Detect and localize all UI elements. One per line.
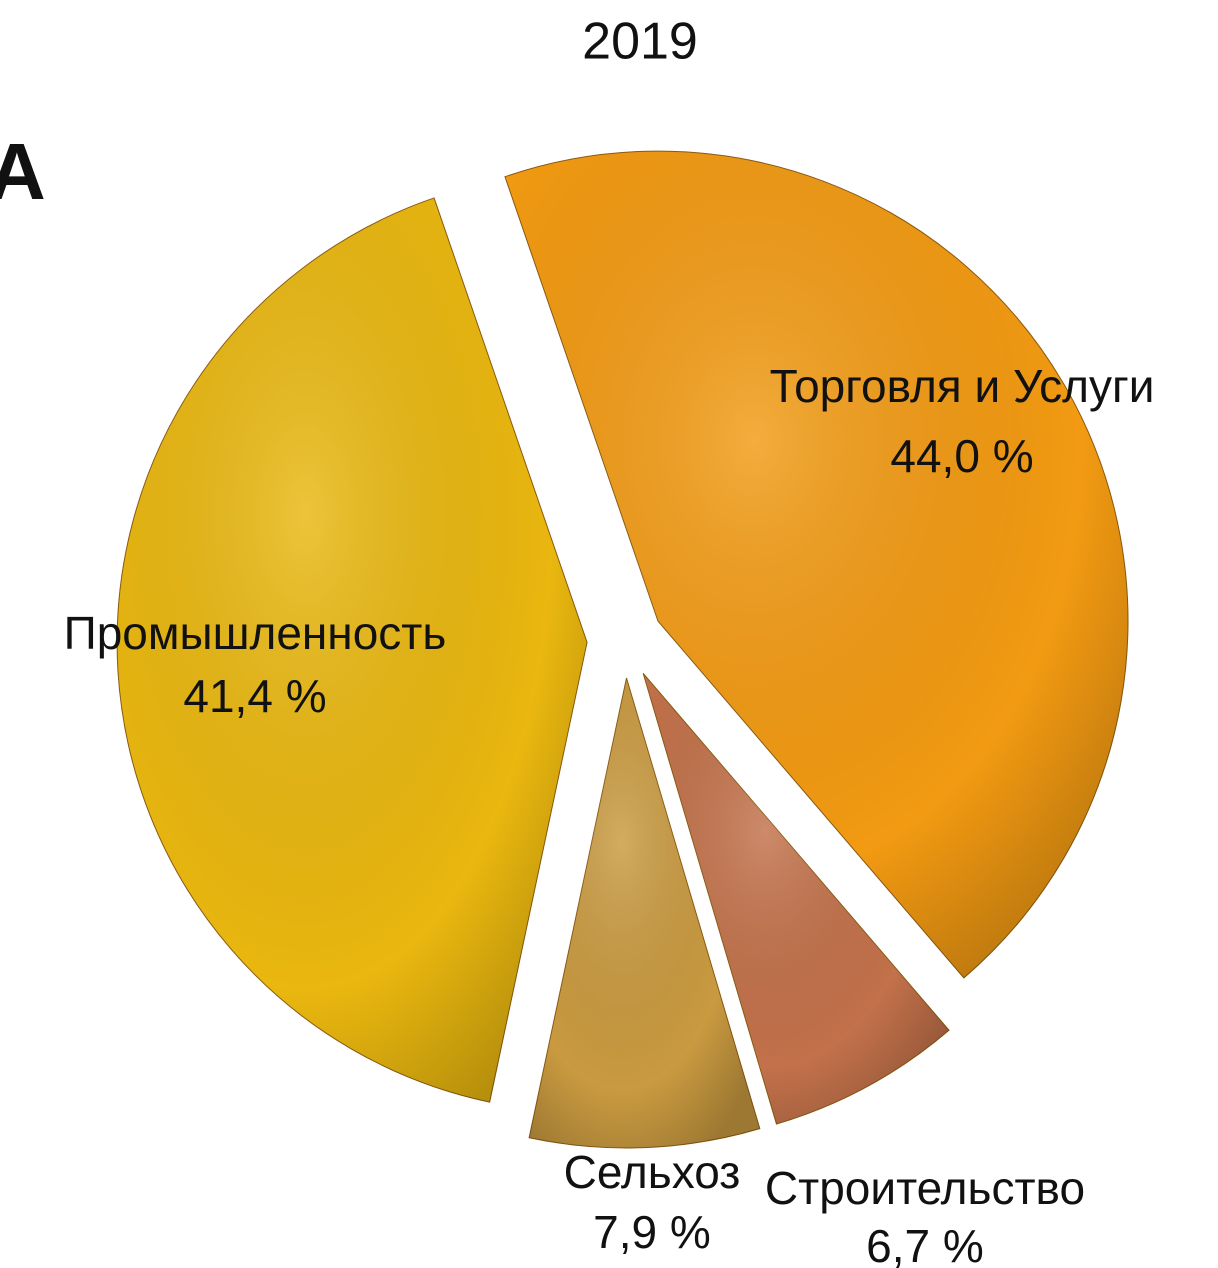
slice-shade xyxy=(643,673,950,1125)
slice-label: Строительство xyxy=(765,1162,1085,1214)
slice-label: Торговля и Услуги xyxy=(770,360,1155,412)
value-label: 41,4 % xyxy=(183,670,326,722)
slice-shade xyxy=(529,677,760,1148)
chart-title: 2019 xyxy=(582,13,698,71)
value-label: 7,9 % xyxy=(593,1206,711,1258)
pie xyxy=(116,150,1129,1149)
value-label: 44,0 % xyxy=(890,430,1033,482)
slice-shade xyxy=(504,151,1128,978)
labels: Торговля и Услуги 44,0 % Строительство 6,7 … xyxy=(64,360,1155,1268)
panel-label: A xyxy=(0,127,46,216)
slice-label: Промышленность xyxy=(64,607,447,659)
value-label: 6,7 % xyxy=(866,1220,984,1268)
slice-shade xyxy=(117,197,588,1103)
slice-label: Сельхоз xyxy=(564,1146,741,1198)
